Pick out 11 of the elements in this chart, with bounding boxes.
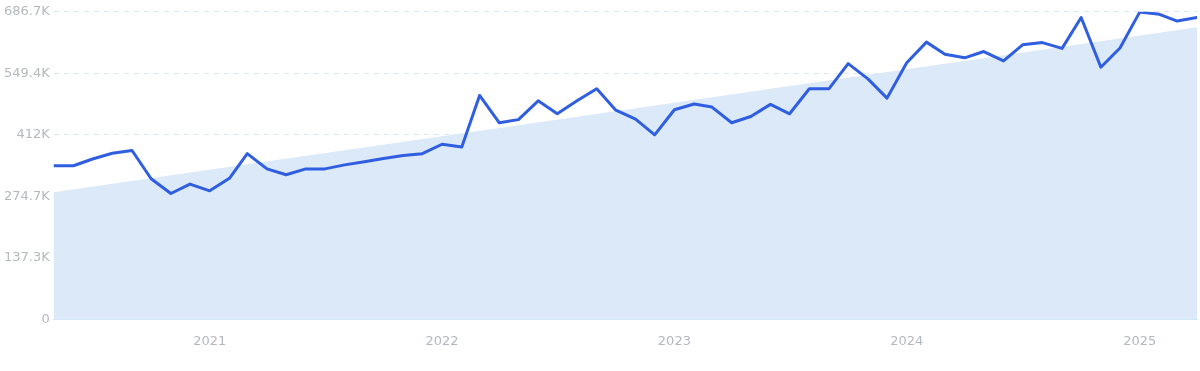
x-tick-label: 2021 <box>193 332 227 348</box>
x-tick-label: 2025 <box>1123 332 1157 348</box>
y-tick-label: 412K <box>16 126 51 142</box>
y-tick-label: 686.7K <box>3 3 51 19</box>
x-tick-label: 2023 <box>657 332 691 348</box>
y-tick-label: 137.3K <box>3 249 51 265</box>
x-tick-label: 2024 <box>890 332 924 348</box>
y-tick-label: 274.7K <box>3 187 51 203</box>
y-tick-label: 0 <box>41 310 50 326</box>
y-tick-label: 549.4K <box>3 64 51 80</box>
x-tick-label: 2022 <box>425 332 459 348</box>
